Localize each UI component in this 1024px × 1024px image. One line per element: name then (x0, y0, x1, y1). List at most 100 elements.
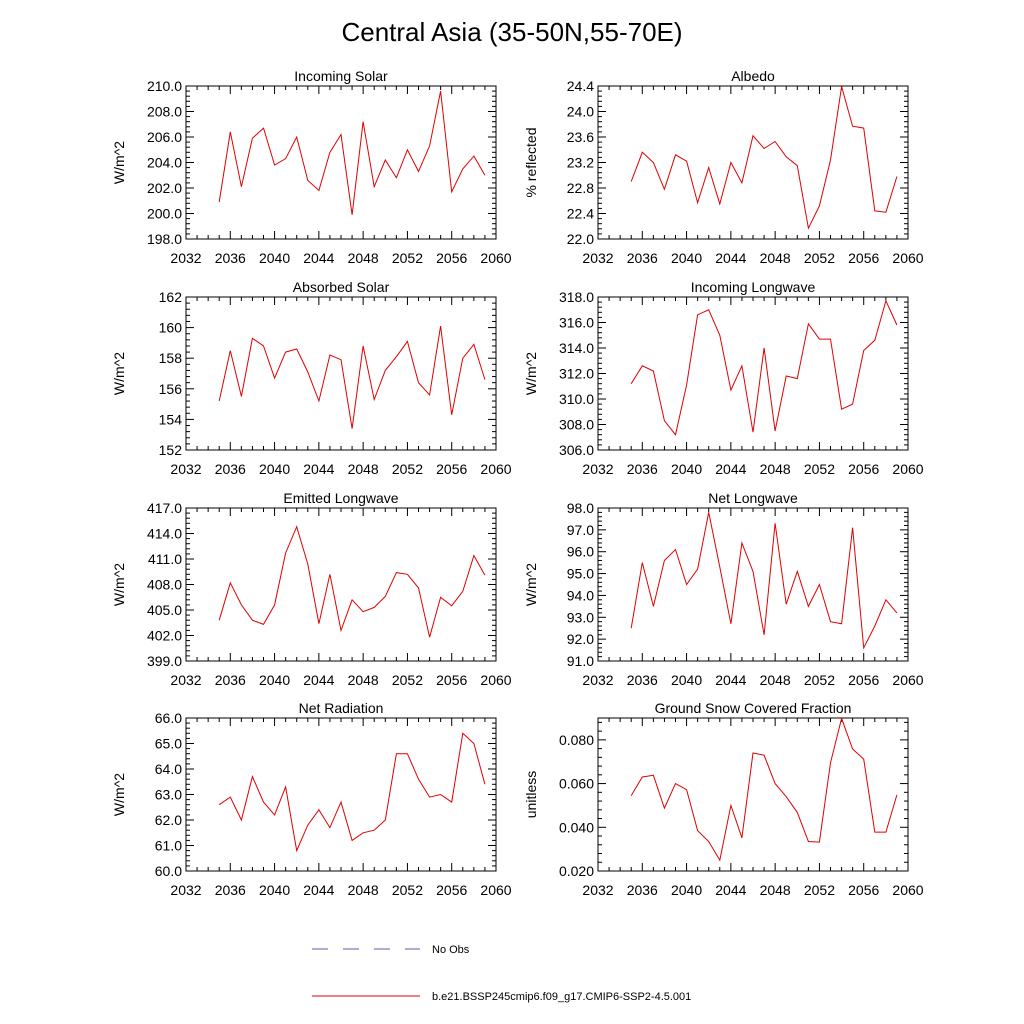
y-tick-label: 22.0 (567, 231, 594, 247)
y-tick-label: 91.0 (567, 653, 594, 669)
x-tick-label: 2056 (848, 882, 879, 898)
panel-emitted-longwave: 2032 2036 2040 2044 2048 2052 2056 2060 399.0 402… (111, 490, 512, 688)
x-tick-label: 2044 (715, 672, 746, 688)
x-tick-label: 2048 (760, 882, 791, 898)
x-tick-label: 2044 (303, 672, 334, 688)
y-axis-label: W/m^2 (111, 773, 127, 816)
plot-frame (185, 85, 497, 240)
plot-frame (597, 85, 909, 240)
x-tick-label: 2052 (392, 882, 423, 898)
x-tick-label: 2036 (215, 672, 246, 688)
plot-frame (185, 296, 497, 451)
x-tick-label: 2040 (259, 250, 290, 266)
y-tick-label: 405.0 (147, 602, 182, 618)
panel-title: Incoming Solar (294, 68, 388, 84)
y-tick-label: 202.0 (147, 180, 182, 196)
panel-albedo: 2032 2036 2040 2044 2048 2052 2056 2060 22.0 22.4… (523, 68, 924, 266)
x-tick-label: 2036 (627, 882, 658, 898)
x-tick-label: 2032 (582, 250, 613, 266)
panel-ground-snow-covered-fraction: 2032 2036 2040 2044 2048 2052 2056 2060 0.020 0.0… (523, 700, 924, 898)
x-tick-label: 2044 (715, 882, 746, 898)
y-tick-label: 154 (159, 411, 183, 427)
y-tick-label: 0.080 (559, 732, 594, 748)
x-tick-label: 2056 (848, 461, 879, 477)
x-tick-label: 2032 (582, 461, 613, 477)
x-tick-label: 2040 (671, 672, 702, 688)
y-tick-label: 64.0 (155, 761, 182, 777)
y-tick-label: 65.0 (155, 736, 182, 752)
y-tick-label: 96.0 (567, 544, 594, 560)
x-tick-label: 2044 (715, 461, 746, 477)
y-tick-label: 0.020 (559, 863, 594, 879)
x-tick-label: 2056 (436, 461, 467, 477)
panel-title: Net Longwave (708, 490, 798, 506)
y-tick-label: 200.0 (147, 206, 182, 222)
x-tick-label: 2060 (480, 250, 511, 266)
series-line (218, 525, 486, 638)
x-tick-label: 2032 (582, 882, 613, 898)
y-tick-label: 162 (159, 289, 183, 305)
x-tick-label: 2036 (627, 250, 658, 266)
y-tick-label: 152 (159, 442, 183, 458)
legend: No Obs b.e21.BSSP245cmip6.f09_g17.CMIP6-… (312, 944, 691, 1003)
y-tick-label: 95.0 (567, 566, 594, 582)
panel-title: Emitted Longwave (283, 490, 398, 506)
y-tick-label: 308.0 (559, 417, 594, 433)
x-tick-label: 2040 (671, 882, 702, 898)
x-tick-label: 2044 (303, 882, 334, 898)
x-tick-label: 2056 (436, 250, 467, 266)
y-tick-label: 316.0 (559, 315, 594, 331)
y-tick-label: 417.0 (147, 500, 182, 516)
y-tick-label: 208.0 (147, 104, 182, 120)
x-tick-label: 2032 (170, 250, 201, 266)
x-tick-label: 2060 (480, 461, 511, 477)
x-tick-label: 2048 (348, 461, 379, 477)
y-tick-label: 204.0 (147, 155, 182, 171)
y-tick-label: 0.040 (559, 819, 594, 835)
x-tick-label: 2036 (215, 461, 246, 477)
x-tick-label: 2032 (582, 672, 613, 688)
x-tick-label: 2040 (259, 461, 290, 477)
x-tick-label: 2040 (671, 461, 702, 477)
y-tick-label: 411.0 (148, 551, 182, 567)
y-tick-label: 156 (159, 381, 183, 397)
x-tick-label: 2048 (348, 250, 379, 266)
x-tick-label: 2052 (804, 672, 835, 688)
y-tick-label: 158 (159, 350, 183, 366)
x-tick-label: 2060 (892, 882, 923, 898)
y-tick-label: 310.0 (559, 391, 594, 407)
x-tick-label: 2048 (760, 672, 791, 688)
x-tick-label: 2060 (480, 672, 511, 688)
y-tick-label: 22.8 (567, 180, 594, 196)
x-tick-label: 2044 (715, 250, 746, 266)
x-tick-label: 2060 (892, 250, 923, 266)
figure-title: Central Asia (35-50N,55-70E) (341, 17, 682, 47)
plot-frame (597, 296, 909, 451)
x-tick-label: 2056 (436, 882, 467, 898)
y-tick-label: 318.0 (559, 289, 594, 305)
plot-frame (597, 717, 909, 872)
x-tick-label: 2052 (392, 672, 423, 688)
y-tick-label: 24.0 (567, 104, 594, 120)
plot-frame (597, 507, 909, 662)
y-tick-label: 63.0 (155, 787, 182, 803)
y-tick-label: 22.4 (567, 206, 594, 222)
y-tick-label: 92.0 (567, 631, 594, 647)
y-tick-label: 62.0 (155, 812, 182, 828)
panel-net-longwave: 2032 2036 2040 2044 2048 2052 2056 2060 91.0 92.0… (523, 490, 924, 688)
x-tick-label: 2052 (392, 461, 423, 477)
series-line (218, 732, 486, 853)
y-tick-label: 60.0 (155, 863, 182, 879)
y-tick-label: 66.0 (155, 710, 182, 726)
x-tick-label: 2032 (170, 672, 201, 688)
x-tick-label: 2060 (480, 882, 511, 898)
panel-incoming-longwave: 2032 2036 2040 2044 2048 2052 2056 2060 306.0 308… (523, 279, 924, 477)
y-tick-label: 402.0 (147, 628, 182, 644)
x-tick-label: 2044 (303, 461, 334, 477)
legend-label-model: b.e21.BSSP245cmip6.f09_g17.CMIP6-SSP2-4.… (432, 991, 691, 1003)
x-tick-label: 2048 (760, 250, 791, 266)
y-tick-label: 160 (159, 320, 183, 336)
x-tick-label: 2036 (215, 882, 246, 898)
x-tick-label: 2040 (259, 672, 290, 688)
